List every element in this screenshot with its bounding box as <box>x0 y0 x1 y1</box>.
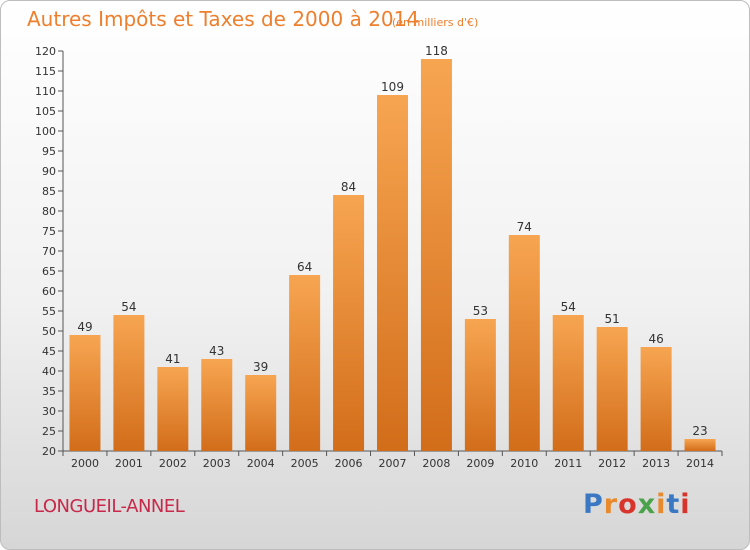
commune-name: LONGUEIL-ANNEL <box>34 496 185 517</box>
bar-value-label: 118 <box>425 44 448 58</box>
bar-value-label: 54 <box>121 300 136 314</box>
y-tick-label: 40 <box>42 365 56 378</box>
bar-2006 <box>333 195 365 451</box>
brand-logo: Proxiti <box>583 489 691 520</box>
chart-title: Autres Impôts et Taxes de 2000 à 2014 <box>27 7 420 31</box>
x-tick-label: 2003 <box>203 457 231 470</box>
y-tick-label: 75 <box>42 225 56 238</box>
y-tick-label: 90 <box>42 165 56 178</box>
x-tick-label: 2007 <box>379 457 407 470</box>
bar-value-label: 54 <box>561 300 576 314</box>
chart-unit-note: (en milliers d'€) <box>392 16 479 29</box>
bar-2004 <box>245 375 277 451</box>
y-tick-label: 115 <box>35 65 56 78</box>
bar-2000 <box>69 335 101 451</box>
bar-value-label: 39 <box>253 360 268 374</box>
y-tick-label: 30 <box>42 405 56 418</box>
y-tick-label: 50 <box>42 325 56 338</box>
y-tick-label: 35 <box>42 385 56 398</box>
bar-value-label: 51 <box>605 312 620 326</box>
x-axis: 2000 2001 2002 2003 2004 2005 2006 2007 2008 2009… <box>62 450 723 470</box>
bar-2005 <box>289 275 321 451</box>
y-tick-label: 100 <box>35 125 56 138</box>
x-tick-label: 2013 <box>642 457 670 470</box>
bar-value-label: 46 <box>648 332 663 346</box>
y-tick-label: 55 <box>42 305 56 318</box>
x-tick-label: 2011 <box>554 457 582 470</box>
bar-value-label: 64 <box>297 260 312 274</box>
bar-2012 <box>596 327 628 451</box>
brand-letter: t <box>666 489 681 520</box>
bar-2002 <box>157 367 189 451</box>
bar-value-label: 84 <box>341 180 356 194</box>
bar-value-label: 49 <box>77 320 92 334</box>
x-tick-label: 2014 <box>686 457 714 470</box>
bar-2008 <box>420 59 452 451</box>
bar-2003 <box>201 359 233 451</box>
y-tick-label: 45 <box>42 345 56 358</box>
y-tick-label: 70 <box>42 245 56 258</box>
bar-2011 <box>552 315 584 451</box>
y-tick-label: 65 <box>42 265 56 278</box>
y-tick-label: 60 <box>42 285 56 298</box>
brand-letter: i <box>656 489 667 520</box>
x-tick-label: 2004 <box>247 457 275 470</box>
brand-letter: o <box>618 489 638 520</box>
x-tick-label: 2010 <box>510 457 538 470</box>
bar-value-label: 43 <box>209 344 224 358</box>
bar-2013 <box>640 347 672 451</box>
x-tick-label: 2005 <box>291 457 319 470</box>
bar-2014 <box>684 439 716 451</box>
x-tick-label: 2006 <box>335 457 363 470</box>
x-tick-label: 2009 <box>466 457 494 470</box>
x-tick-label: 2008 <box>422 457 450 470</box>
brand-letter: P <box>583 489 604 520</box>
bar-2001 <box>113 315 145 451</box>
y-tick-label: 25 <box>42 425 56 438</box>
x-tick-label: 2001 <box>115 457 143 470</box>
bar-value-label: 109 <box>381 80 404 94</box>
x-tick-label: 2000 <box>71 457 99 470</box>
brand-letter: r <box>603 489 619 520</box>
bars: 49 54 41 43 39 64 84 109 118 53 74 54 51 46 23 <box>69 44 716 451</box>
bar-2009 <box>464 319 496 451</box>
y-axis: 20 25 30 35 40 45 50 55 60 65 70 75 80 85 90 95 100 105 11… <box>35 45 64 458</box>
y-tick-label: 20 <box>42 445 56 458</box>
y-tick-label: 120 <box>35 45 56 58</box>
bar-value-label: 74 <box>517 220 532 234</box>
bar-value-label: 23 <box>692 424 707 438</box>
y-tick-label: 80 <box>42 205 56 218</box>
brand-letter: i <box>680 489 691 520</box>
x-tick-label: 2002 <box>159 457 187 470</box>
y-tick-label: 95 <box>42 145 56 158</box>
bar-value-label: 41 <box>165 352 180 366</box>
y-tick-label: 85 <box>42 185 56 198</box>
bar-value-label: 53 <box>473 304 488 318</box>
y-tick-label: 110 <box>35 85 56 98</box>
bar-2007 <box>377 95 408 451</box>
brand-letter: x <box>637 489 657 520</box>
y-tick-label: 105 <box>35 105 56 118</box>
bar-2010 <box>508 235 540 451</box>
x-tick-label: 2012 <box>598 457 626 470</box>
